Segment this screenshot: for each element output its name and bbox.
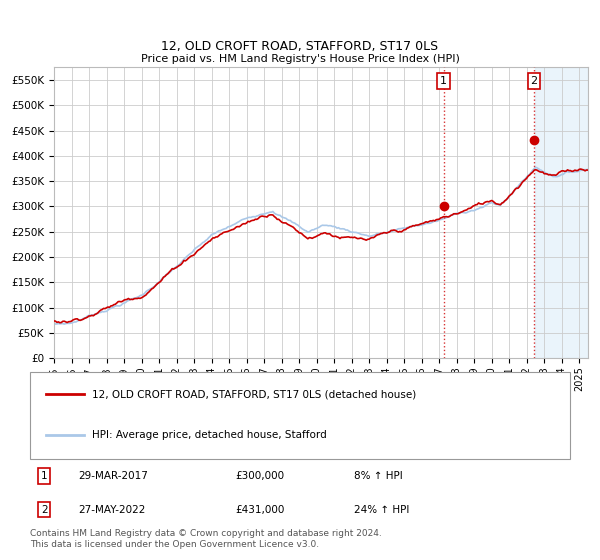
Text: Price paid vs. HM Land Registry's House Price Index (HPI): Price paid vs. HM Land Registry's House … xyxy=(140,54,460,64)
Text: 8% ↑ HPI: 8% ↑ HPI xyxy=(354,471,403,481)
Text: 29-MAR-2017: 29-MAR-2017 xyxy=(79,471,148,481)
Text: £431,000: £431,000 xyxy=(235,505,284,515)
Text: £300,000: £300,000 xyxy=(235,471,284,481)
FancyBboxPatch shape xyxy=(30,372,570,459)
Text: 1: 1 xyxy=(41,471,47,481)
Text: Contains HM Land Registry data © Crown copyright and database right 2024.
This d: Contains HM Land Registry data © Crown c… xyxy=(30,529,382,549)
Text: 1: 1 xyxy=(440,76,447,86)
Text: 12, OLD CROFT ROAD, STAFFORD, ST17 0LS: 12, OLD CROFT ROAD, STAFFORD, ST17 0LS xyxy=(161,40,439,53)
Text: 27-MAY-2022: 27-MAY-2022 xyxy=(79,505,146,515)
Text: 2: 2 xyxy=(530,76,538,86)
Text: HPI: Average price, detached house, Stafford: HPI: Average price, detached house, Staf… xyxy=(92,430,327,440)
Text: 2: 2 xyxy=(41,505,47,515)
Text: 24% ↑ HPI: 24% ↑ HPI xyxy=(354,505,409,515)
Text: 12, OLD CROFT ROAD, STAFFORD, ST17 0LS (detached house): 12, OLD CROFT ROAD, STAFFORD, ST17 0LS (… xyxy=(92,389,416,399)
